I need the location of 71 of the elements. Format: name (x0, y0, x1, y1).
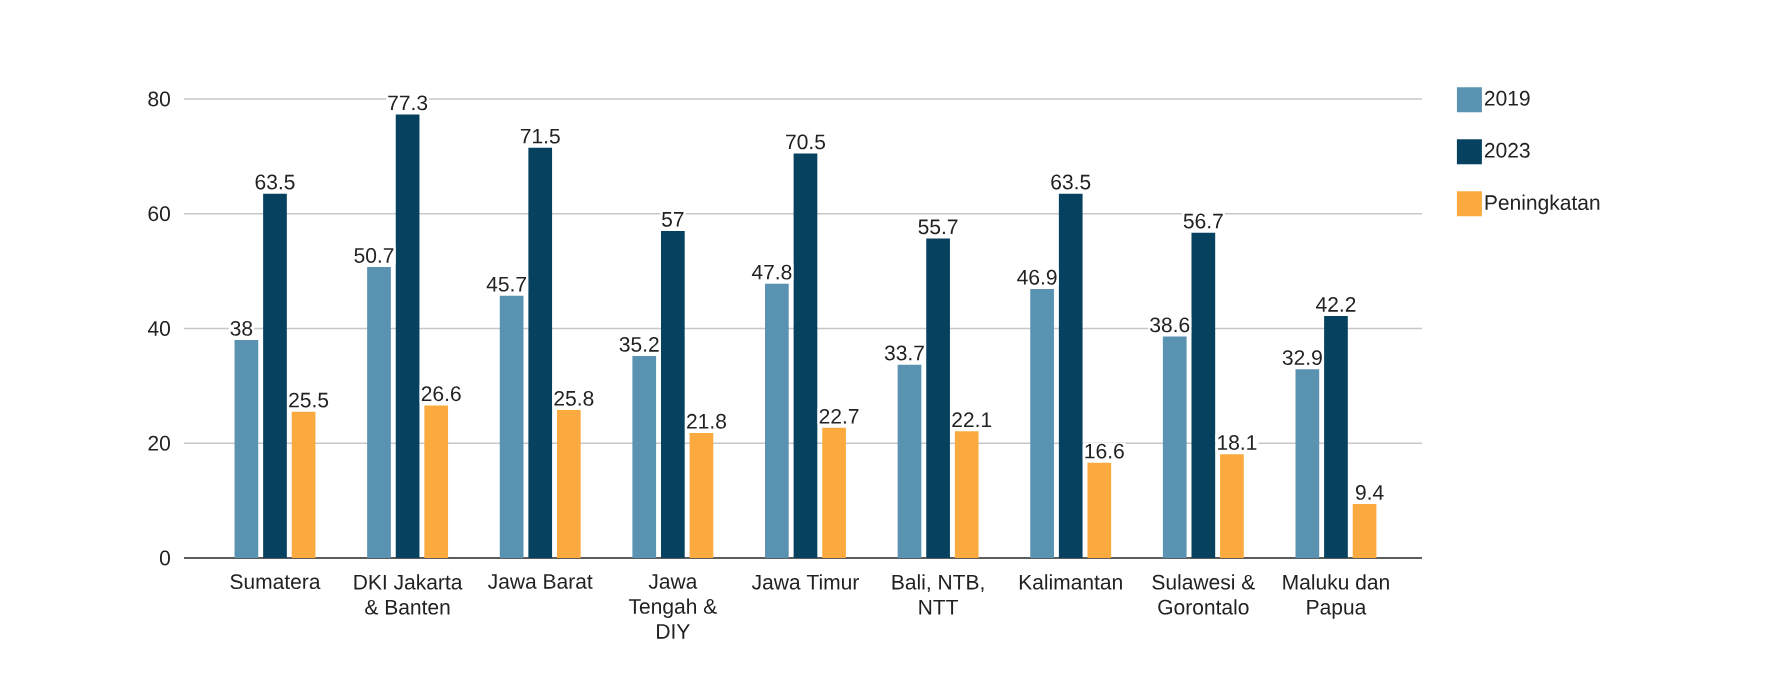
x-tick-label: DKI Jakarta & Banten (354, 574, 463, 615)
x-tick-label: Bali, NTB, NTT (892, 574, 984, 615)
bar (291, 411, 316, 558)
bar (1324, 315, 1348, 558)
x-tick-label: Jawa Timur (751, 574, 859, 590)
data-label: 38 (230, 320, 253, 336)
bar (424, 405, 449, 558)
bar (556, 409, 581, 558)
data-label: 16.6 (1085, 443, 1124, 459)
x-tick-label: Sulawesi & Gorontalo (1152, 574, 1255, 615)
x-tick-label: Maluku dan Papua (1283, 574, 1389, 619)
legend-label: 2019 (1484, 90, 1530, 106)
data-label: 70.5 (786, 134, 826, 150)
data-label: 42.2 (1316, 297, 1356, 312)
x-tick-label: Jawa Barat (488, 574, 593, 589)
legend-label: Peningkatan (1485, 194, 1600, 215)
bar (822, 427, 846, 558)
bar (499, 295, 524, 558)
bar (1058, 193, 1083, 558)
data-label: 63.5 (255, 174, 295, 190)
bar (1352, 504, 1377, 558)
data-label: 25.8 (554, 390, 594, 406)
data-label: 38.6 (1150, 317, 1190, 333)
bar (926, 238, 950, 558)
bar (661, 230, 685, 558)
bar (765, 283, 789, 558)
data-label: 22.7 (819, 408, 859, 424)
bar (234, 339, 259, 558)
data-label: 50.7 (354, 248, 394, 263)
y-tick-label: 40 (147, 321, 170, 336)
bar (1087, 462, 1112, 558)
data-label: 71.5 (520, 128, 560, 144)
data-label: 21.8 (687, 413, 726, 429)
bar (632, 356, 657, 558)
bar (1220, 454, 1244, 558)
y-tick-label: 0 (159, 550, 170, 566)
bar (1295, 369, 1320, 558)
data-label: 18.1 (1218, 435, 1257, 450)
bar (954, 431, 979, 558)
bar (263, 193, 287, 558)
data-label: 55.7 (918, 219, 958, 235)
data-label: 25.5 (289, 392, 329, 408)
bar (395, 114, 420, 558)
x-tick-label: Kalimantan (1019, 574, 1122, 590)
data-label: 77.3 (388, 95, 428, 111)
legend-label: 2023 (1484, 142, 1530, 158)
y-tick-label: 20 (148, 435, 170, 451)
y-tick-label: 60 (148, 206, 170, 222)
bar (1162, 336, 1187, 558)
data-label: 9.4 (1355, 485, 1384, 500)
bar (528, 147, 553, 558)
data-label: 33.7 (884, 345, 924, 361)
y-tick-label: 80 (148, 91, 170, 107)
data-label: 47.8 (751, 264, 792, 280)
bar (897, 364, 922, 558)
bar (689, 432, 714, 558)
bar (1191, 232, 1216, 558)
x-tick-label: Jawa Tengah & DIY (628, 574, 717, 639)
data-label: 26.6 (421, 386, 461, 402)
data-label: 46.9 (1017, 269, 1057, 285)
data-label: 32.9 (1282, 350, 1322, 366)
data-label: 45.7 (486, 276, 526, 292)
data-label: 56.7 (1183, 213, 1223, 229)
x-tick-label: Sumatera (230, 574, 321, 590)
bar (793, 153, 818, 558)
data-label: 63.5 (1051, 174, 1091, 190)
data-label: 35.2 (619, 336, 659, 352)
data-label: 57 (662, 212, 684, 227)
data-label: 22.1 (952, 412, 992, 427)
bar (367, 267, 391, 558)
bar (1030, 288, 1054, 558)
